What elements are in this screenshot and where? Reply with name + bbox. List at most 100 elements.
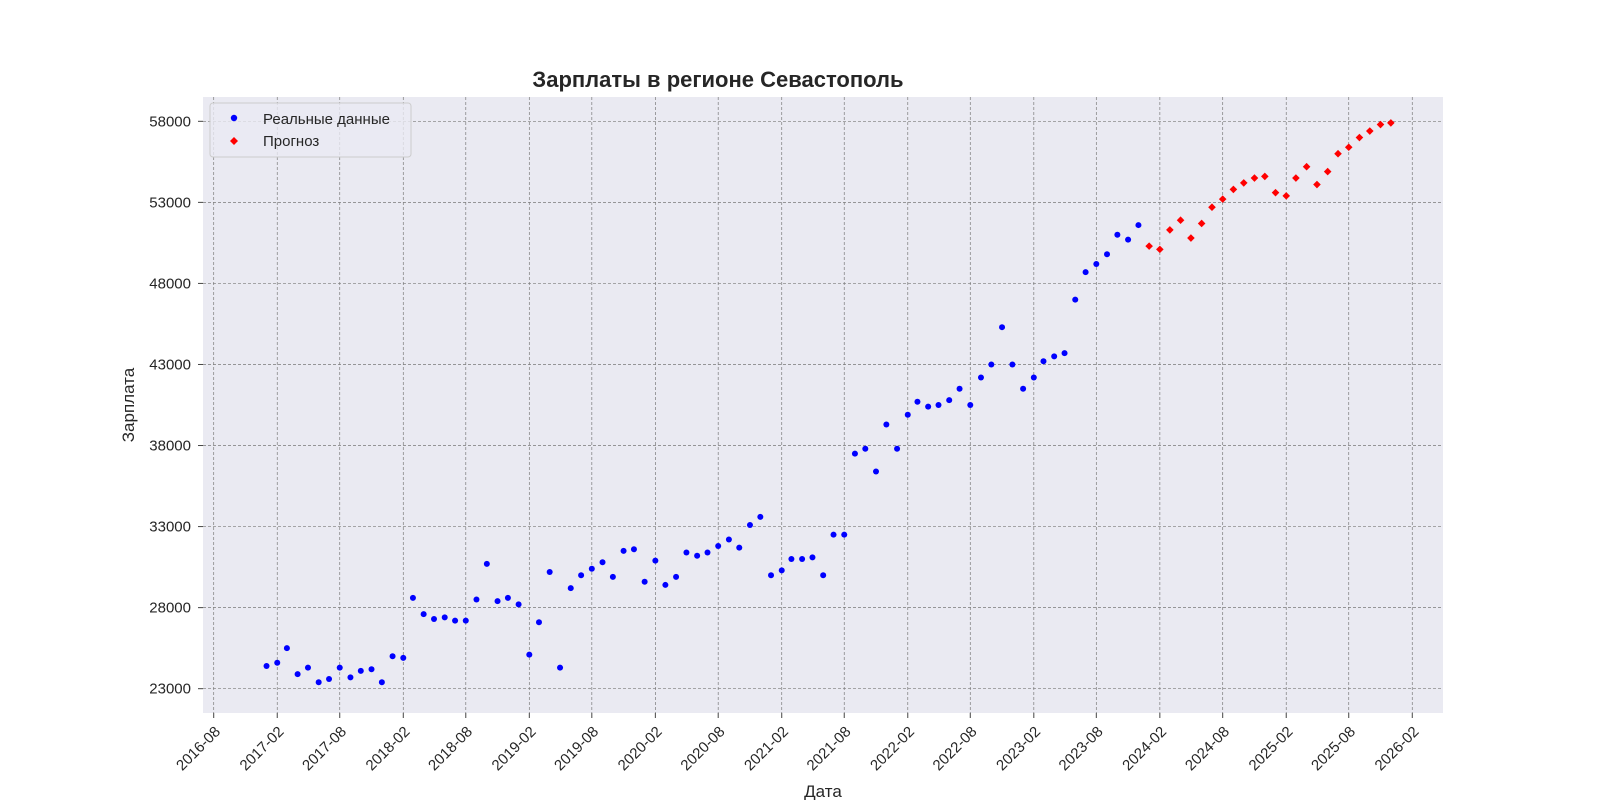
x-tick-label: 2017-08 bbox=[299, 723, 350, 774]
real-data-point bbox=[462, 617, 469, 624]
x-tick-label: 2016-08 bbox=[173, 723, 224, 774]
real-data-point bbox=[515, 601, 522, 608]
real-data-point bbox=[283, 645, 290, 652]
real-data-point bbox=[1020, 385, 1027, 392]
real-data-point bbox=[1104, 251, 1111, 258]
real-data-point bbox=[473, 596, 480, 603]
forecast-point bbox=[1208, 203, 1216, 212]
real-data-point bbox=[1093, 260, 1100, 267]
x-tick-label: 2017-02 bbox=[237, 723, 288, 774]
real-data-point bbox=[809, 554, 816, 561]
real-data-point bbox=[389, 653, 396, 660]
x-tick-label: 2025-02 bbox=[1246, 723, 1297, 774]
x-tick-label: 2024-02 bbox=[1119, 723, 1170, 774]
real-data-point bbox=[894, 445, 901, 452]
legend: Реальные данные Прогноз bbox=[209, 102, 412, 158]
real-data-point bbox=[736, 544, 743, 551]
data-points bbox=[263, 119, 1395, 686]
real-data-point bbox=[578, 572, 585, 579]
real-data-point bbox=[378, 679, 385, 686]
legend-marker-real bbox=[230, 114, 238, 122]
x-tick-label: 2022-08 bbox=[930, 723, 981, 774]
real-data-point bbox=[263, 662, 270, 669]
legend-marker-forecast bbox=[230, 137, 238, 145]
x-tick-label: 2022-02 bbox=[867, 723, 918, 774]
y-tick-label: 28000 bbox=[149, 600, 191, 617]
real-data-point bbox=[694, 552, 701, 559]
real-data-point bbox=[409, 594, 416, 601]
legend-label-real: Реальные данные bbox=[263, 111, 390, 128]
real-data-point bbox=[662, 581, 669, 588]
forecast-series bbox=[1145, 119, 1395, 254]
real-data-point bbox=[925, 403, 932, 410]
forecast-point bbox=[1166, 226, 1174, 234]
x-tick-label: 2020-02 bbox=[615, 723, 666, 774]
y-axis-label: Зарплата bbox=[119, 367, 138, 442]
x-tick-label: 2023-02 bbox=[993, 723, 1044, 774]
forecast-point bbox=[1239, 179, 1248, 187]
real-data-point bbox=[315, 679, 322, 686]
real-data-point bbox=[988, 361, 995, 368]
y-tick-label: 33000 bbox=[149, 519, 191, 536]
real-data-point bbox=[420, 611, 427, 618]
real-data-point bbox=[1082, 269, 1089, 276]
real-data-point bbox=[567, 585, 574, 592]
real-data-point bbox=[704, 549, 711, 556]
real-data-point bbox=[746, 521, 753, 528]
real-data-point bbox=[914, 398, 921, 405]
x-tick-label: 2019-08 bbox=[551, 723, 602, 774]
real-data-point bbox=[799, 556, 806, 562]
x-tick-label: 2018-02 bbox=[363, 723, 414, 774]
real-data-point bbox=[1135, 222, 1142, 229]
real-data-point bbox=[294, 671, 301, 678]
real-data-point bbox=[557, 664, 564, 671]
real-data-point bbox=[820, 572, 827, 579]
forecast-point bbox=[1282, 192, 1291, 200]
forecast-point bbox=[1355, 133, 1364, 142]
y-tick-label: 23000 bbox=[149, 681, 191, 698]
forecast-point bbox=[1271, 188, 1280, 197]
x-tick-label: 2024-08 bbox=[1182, 723, 1233, 774]
y-tick-label: 58000 bbox=[149, 113, 191, 130]
real-data-point bbox=[630, 546, 637, 553]
real-data-point bbox=[1009, 361, 1016, 368]
forecast-point bbox=[1387, 119, 1395, 127]
forecast-point bbox=[1313, 180, 1321, 189]
real-data-point bbox=[851, 450, 858, 457]
forecast-point bbox=[1156, 245, 1164, 254]
real-data-point bbox=[788, 556, 795, 562]
x-tick-label: 2018-08 bbox=[425, 723, 476, 774]
real-data-point bbox=[841, 531, 848, 538]
real-data-point bbox=[715, 543, 722, 550]
forecast-point bbox=[1176, 216, 1185, 224]
real-data-point bbox=[1061, 350, 1068, 357]
real-data-point bbox=[483, 560, 490, 567]
real-data-point bbox=[873, 468, 880, 475]
y-tick-label: 43000 bbox=[149, 356, 191, 373]
real-data-point bbox=[526, 651, 533, 658]
real-data-point bbox=[652, 557, 659, 564]
real-data-point bbox=[683, 549, 690, 556]
real-data-point bbox=[1125, 236, 1132, 243]
real-data-point bbox=[1040, 358, 1047, 365]
chart-title: Зарплаты в регионе Севастополь bbox=[532, 67, 903, 92]
real-data-point bbox=[977, 374, 984, 381]
forecast-point bbox=[1365, 127, 1374, 135]
real-data-point bbox=[830, 531, 837, 538]
real-data-point bbox=[368, 666, 375, 673]
real-data-point bbox=[1051, 353, 1058, 360]
x-tick-label: 2021-08 bbox=[804, 723, 855, 774]
real-data-point bbox=[1114, 231, 1121, 238]
x-tick-label: 2023-08 bbox=[1056, 723, 1107, 774]
real-data-point bbox=[967, 402, 974, 408]
x-tick-label: 2019-02 bbox=[489, 723, 540, 774]
real-data-point bbox=[935, 402, 942, 408]
real-data-point bbox=[757, 513, 764, 520]
forecast-point bbox=[1261, 172, 1269, 181]
forecast-point bbox=[1145, 242, 1153, 250]
real-data-point bbox=[999, 324, 1006, 331]
real-data-point bbox=[673, 573, 680, 580]
forecast-point bbox=[1376, 120, 1385, 129]
y-tick-label: 38000 bbox=[149, 438, 191, 455]
